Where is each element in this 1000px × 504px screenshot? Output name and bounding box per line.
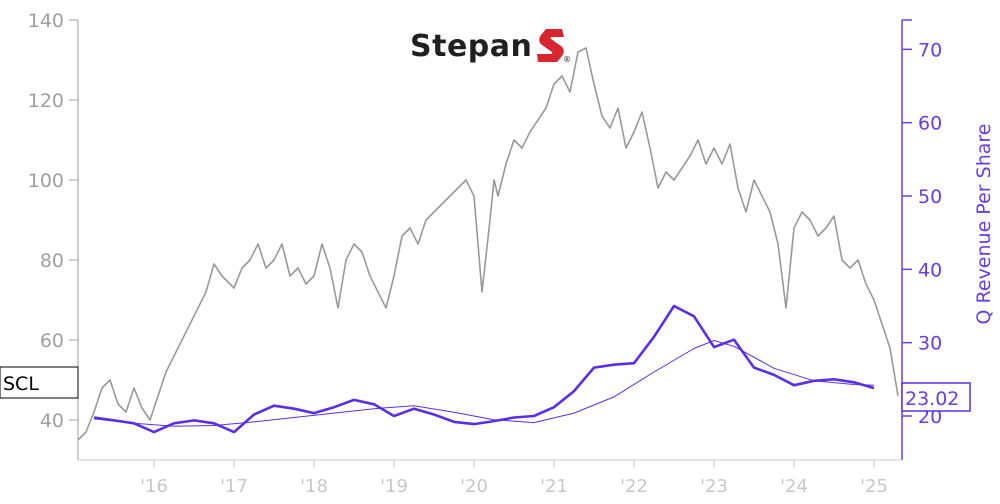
ticker-label: SCL <box>3 373 39 395</box>
revenue-line <box>93 304 875 434</box>
last-value-badge: 23.02 <box>901 382 971 412</box>
last-value-box <box>901 382 971 412</box>
right-axis-title: Q Revenue Per Share <box>973 124 995 325</box>
x-tick-label: '18 <box>300 476 328 497</box>
right-tick-label: 70 <box>918 39 942 61</box>
x-tick-label: '22 <box>620 476 648 497</box>
left-tick-label: 60 <box>40 330 64 352</box>
price-line <box>77 47 899 441</box>
x-tick-label: '23 <box>700 476 728 497</box>
right-tick-label: 30 <box>918 333 942 355</box>
x-tick-label: '17 <box>220 476 248 497</box>
x-tick-label: '25 <box>860 476 888 497</box>
left-tick-label: 140 <box>28 10 64 32</box>
stepan-logo: Stepan ® <box>410 29 571 64</box>
logo-text: Stepan <box>410 29 532 64</box>
ticker-badge-box <box>0 366 79 399</box>
right-tick-label: 60 <box>918 113 942 135</box>
x-tick-label: '20 <box>460 476 488 497</box>
ticker-badge: SCL <box>0 366 79 399</box>
revenue-trend-line <box>93 340 875 427</box>
left-tick-label: 80 <box>40 250 64 272</box>
left-tick-label: 120 <box>28 90 64 112</box>
right-tick-label: 50 <box>918 186 942 208</box>
last-value-label: 23.02 <box>905 388 959 410</box>
x-tick-label: '19 <box>380 476 408 497</box>
right-tick-label: 40 <box>918 259 942 281</box>
x-tick-label: '21 <box>540 476 568 497</box>
registered-mark: ® <box>563 55 571 64</box>
left-tick-label: 40 <box>40 410 64 432</box>
series-layer <box>77 47 899 441</box>
left-tick-label: 100 <box>28 170 64 192</box>
x-tick-label: '16 <box>140 476 168 497</box>
logo-s-icon <box>537 29 564 62</box>
x-tick-label: '24 <box>780 476 808 497</box>
